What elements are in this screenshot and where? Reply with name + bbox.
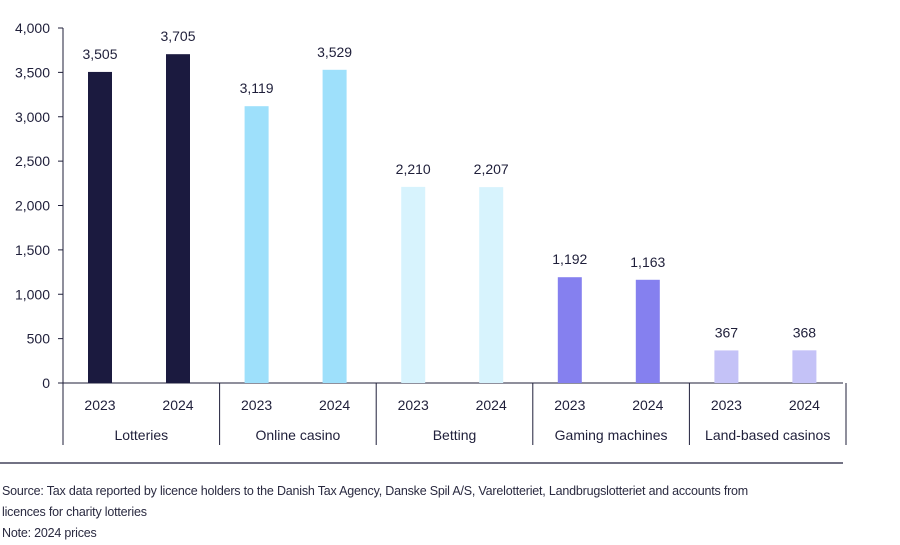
x-year-label: 2023: [554, 397, 585, 413]
x-year-label: 2024: [162, 397, 193, 413]
data-label: 368: [793, 324, 817, 340]
bar-chart: 0 500 1,000 1,500 2,000 2,500 3,000 3,500 4,000 3…: [0, 20, 847, 464]
x-year-label: 2023: [84, 397, 115, 413]
x-group-label: Lotteries: [114, 427, 168, 443]
x-year-label: 2024: [632, 397, 663, 413]
bar: [88, 71, 112, 384]
data-label: 367: [715, 324, 739, 340]
y-tick-label: 1,500: [15, 242, 50, 258]
x-year-label: 2023: [398, 397, 429, 413]
data-label: 3,705: [160, 28, 195, 44]
x-year-label: 2024: [319, 397, 350, 413]
note-line: Note: 2024 prices: [2, 526, 97, 540]
y-tick-label: 500: [27, 331, 51, 347]
x-group-label: Online casino: [255, 427, 340, 443]
x-year-label: 2023: [711, 397, 742, 413]
data-label: 3,505: [82, 46, 117, 62]
x-group-label: Betting: [433, 427, 477, 443]
y-tick-label: 4,000: [15, 20, 50, 36]
bar: [635, 279, 660, 383]
bar: [401, 186, 426, 383]
data-label: 2,210: [396, 161, 431, 177]
bar: [714, 350, 739, 383]
y-tick-label: 2,000: [15, 198, 50, 214]
y-tick-label: 0: [42, 375, 50, 391]
data-label: 1,192: [552, 251, 587, 267]
y-tick-label: 1,000: [15, 286, 50, 302]
chart-notes: Source: Tax data reported by licence hol…: [2, 481, 748, 544]
y-tick-label: 3,500: [15, 64, 50, 80]
y-tick-label: 2,500: [15, 153, 50, 169]
x-group-label: Land-based casinos: [705, 427, 830, 443]
data-label: 2,207: [474, 161, 509, 177]
data-label: 3,119: [240, 80, 274, 96]
bar: [166, 54, 190, 384]
source-line-1: Source: Tax data reported by licence hol…: [2, 484, 749, 498]
x-group-label: Gaming machines: [555, 427, 668, 443]
bar: [322, 69, 347, 384]
data-label: 1,163: [630, 254, 665, 270]
source-line-2: licences for charity lotteries: [2, 505, 147, 519]
x-year-label: 2024: [476, 397, 507, 413]
x-year-label: 2024: [789, 397, 820, 413]
bar: [479, 187, 504, 383]
y-tick-label: 3,000: [15, 109, 50, 125]
bar: [244, 106, 269, 383]
bar: [792, 350, 817, 383]
x-year-label: 2023: [241, 397, 272, 413]
data-label: 3,529: [317, 44, 352, 60]
bar: [557, 277, 582, 383]
